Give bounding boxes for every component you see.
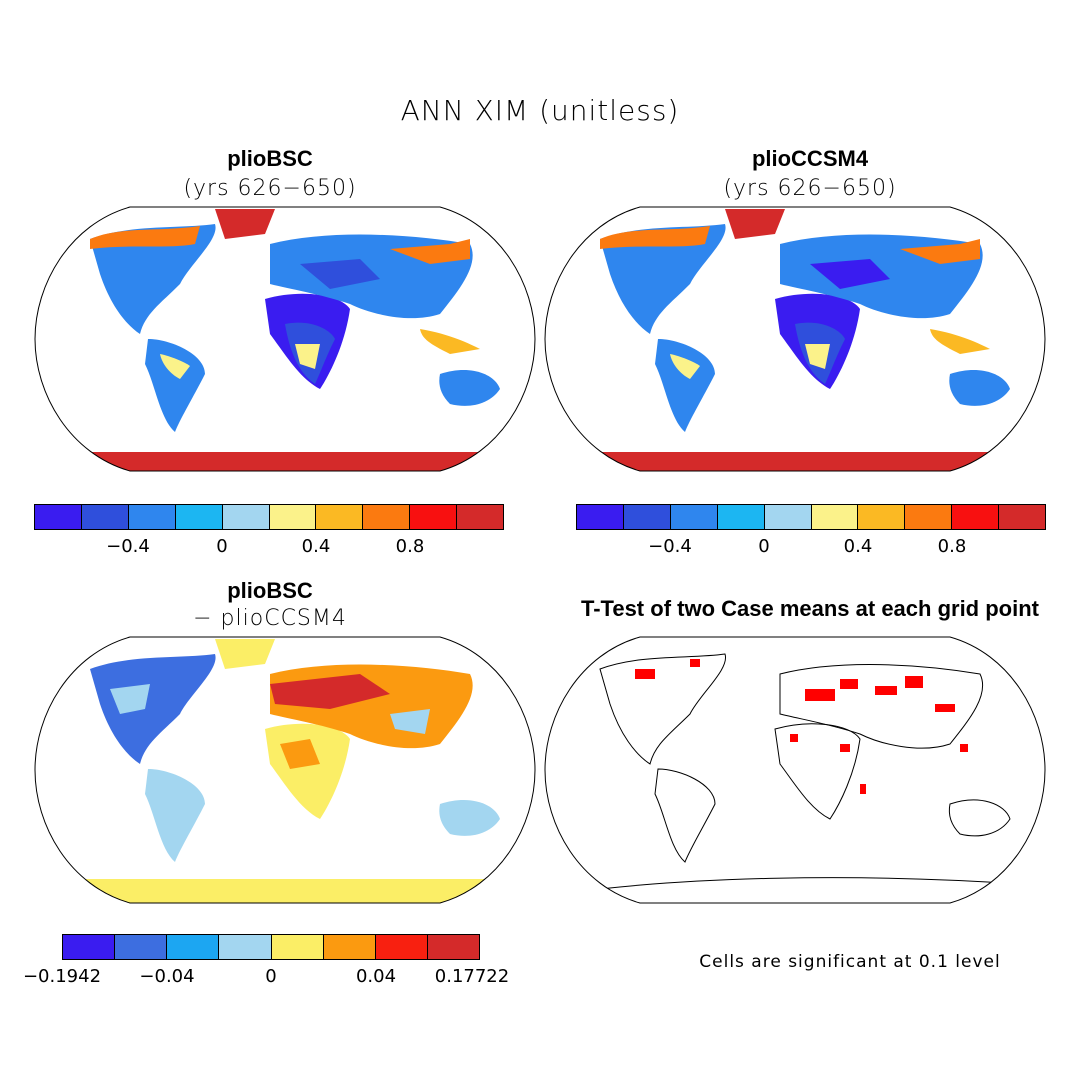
panel-4-title: T-Test of two Case means at each grid po… — [580, 596, 1039, 621]
colorbar-difference — [62, 934, 480, 960]
cb2-tick-2: 0 — [758, 536, 770, 557]
cb1-swatch-9 — [410, 505, 458, 529]
cb1-swatch-5 — [222, 505, 270, 529]
cb1-swatch-4 — [175, 505, 223, 529]
cb3-swatch-3 — [167, 935, 220, 959]
figure-title: ANN XIM (unitless) — [400, 94, 680, 127]
cb1-swatch-6 — [269, 505, 317, 529]
significance-note: Cells are significant at 0.1 level — [699, 952, 1001, 972]
cb3-swatch-5 — [271, 935, 324, 959]
cb1-swatch-1 — [35, 505, 82, 529]
cb2-tick-3: 0.4 — [843, 536, 873, 557]
cb2-tick-1: −0.4 — [648, 536, 692, 557]
panel-2-title: plioCCSM4 — [751, 146, 869, 171]
cb1-swatch-3 — [128, 505, 176, 529]
colorbar-pliocssm4 — [576, 504, 1046, 530]
cb1-tick-1: −0.4 — [106, 536, 150, 557]
cb1-tick-4: 0.8 — [395, 536, 425, 557]
cb3-tick-4: 0.04 — [355, 966, 397, 987]
cb3-swatch-8 — [427, 935, 479, 959]
panel-1-title: plioBSC — [227, 146, 313, 171]
cb2-swatch-2 — [623, 505, 671, 529]
cb1-swatch-8 — [363, 505, 411, 529]
panel-1-subtitle: (yrs 626−650) — [183, 176, 357, 201]
cb1-tick-2: 0 — [216, 536, 228, 557]
cb2-swatch-3 — [670, 505, 718, 529]
panel-3-title: plioBSC — [227, 578, 313, 603]
map-pliobsc — [34, 206, 536, 472]
cb2-swatch-4 — [717, 505, 765, 529]
cb1-swatch-7 — [316, 505, 364, 529]
cb3-swatch-7 — [375, 935, 428, 959]
map-difference — [34, 636, 536, 904]
cb2-swatch-1 — [577, 505, 624, 529]
cb3-swatch-2 — [115, 935, 168, 959]
cb3-tick-1: −0.1942 — [22, 966, 102, 987]
cb2-swatch-10 — [999, 505, 1046, 529]
cb2-swatch-6 — [811, 505, 859, 529]
cb2-swatch-9 — [952, 505, 1000, 529]
colorbar-pliobsc — [34, 504, 504, 530]
panel-3-subtitle: − plioCCSM4 — [193, 606, 347, 631]
cb3-tick-2: −0.04 — [139, 966, 195, 987]
cb3-tick-3: 0 — [265, 966, 277, 987]
map-pliocssm4 — [544, 206, 1046, 472]
map-ttest — [544, 636, 1046, 904]
cb1-tick-3: 0.4 — [301, 536, 331, 557]
cb3-swatch-6 — [323, 935, 376, 959]
cb3-tick-5: 0.17722 — [434, 966, 510, 987]
cb1-swatch-10 — [457, 505, 504, 529]
cb2-swatch-5 — [764, 505, 812, 529]
cb2-swatch-7 — [858, 505, 906, 529]
cb2-swatch-8 — [905, 505, 953, 529]
cb3-swatch-4 — [219, 935, 272, 959]
panel-2-subtitle: (yrs 626−650) — [723, 176, 897, 201]
cb3-swatch-1 — [63, 935, 116, 959]
cb2-tick-4: 0.8 — [937, 536, 967, 557]
cb1-swatch-2 — [81, 505, 129, 529]
